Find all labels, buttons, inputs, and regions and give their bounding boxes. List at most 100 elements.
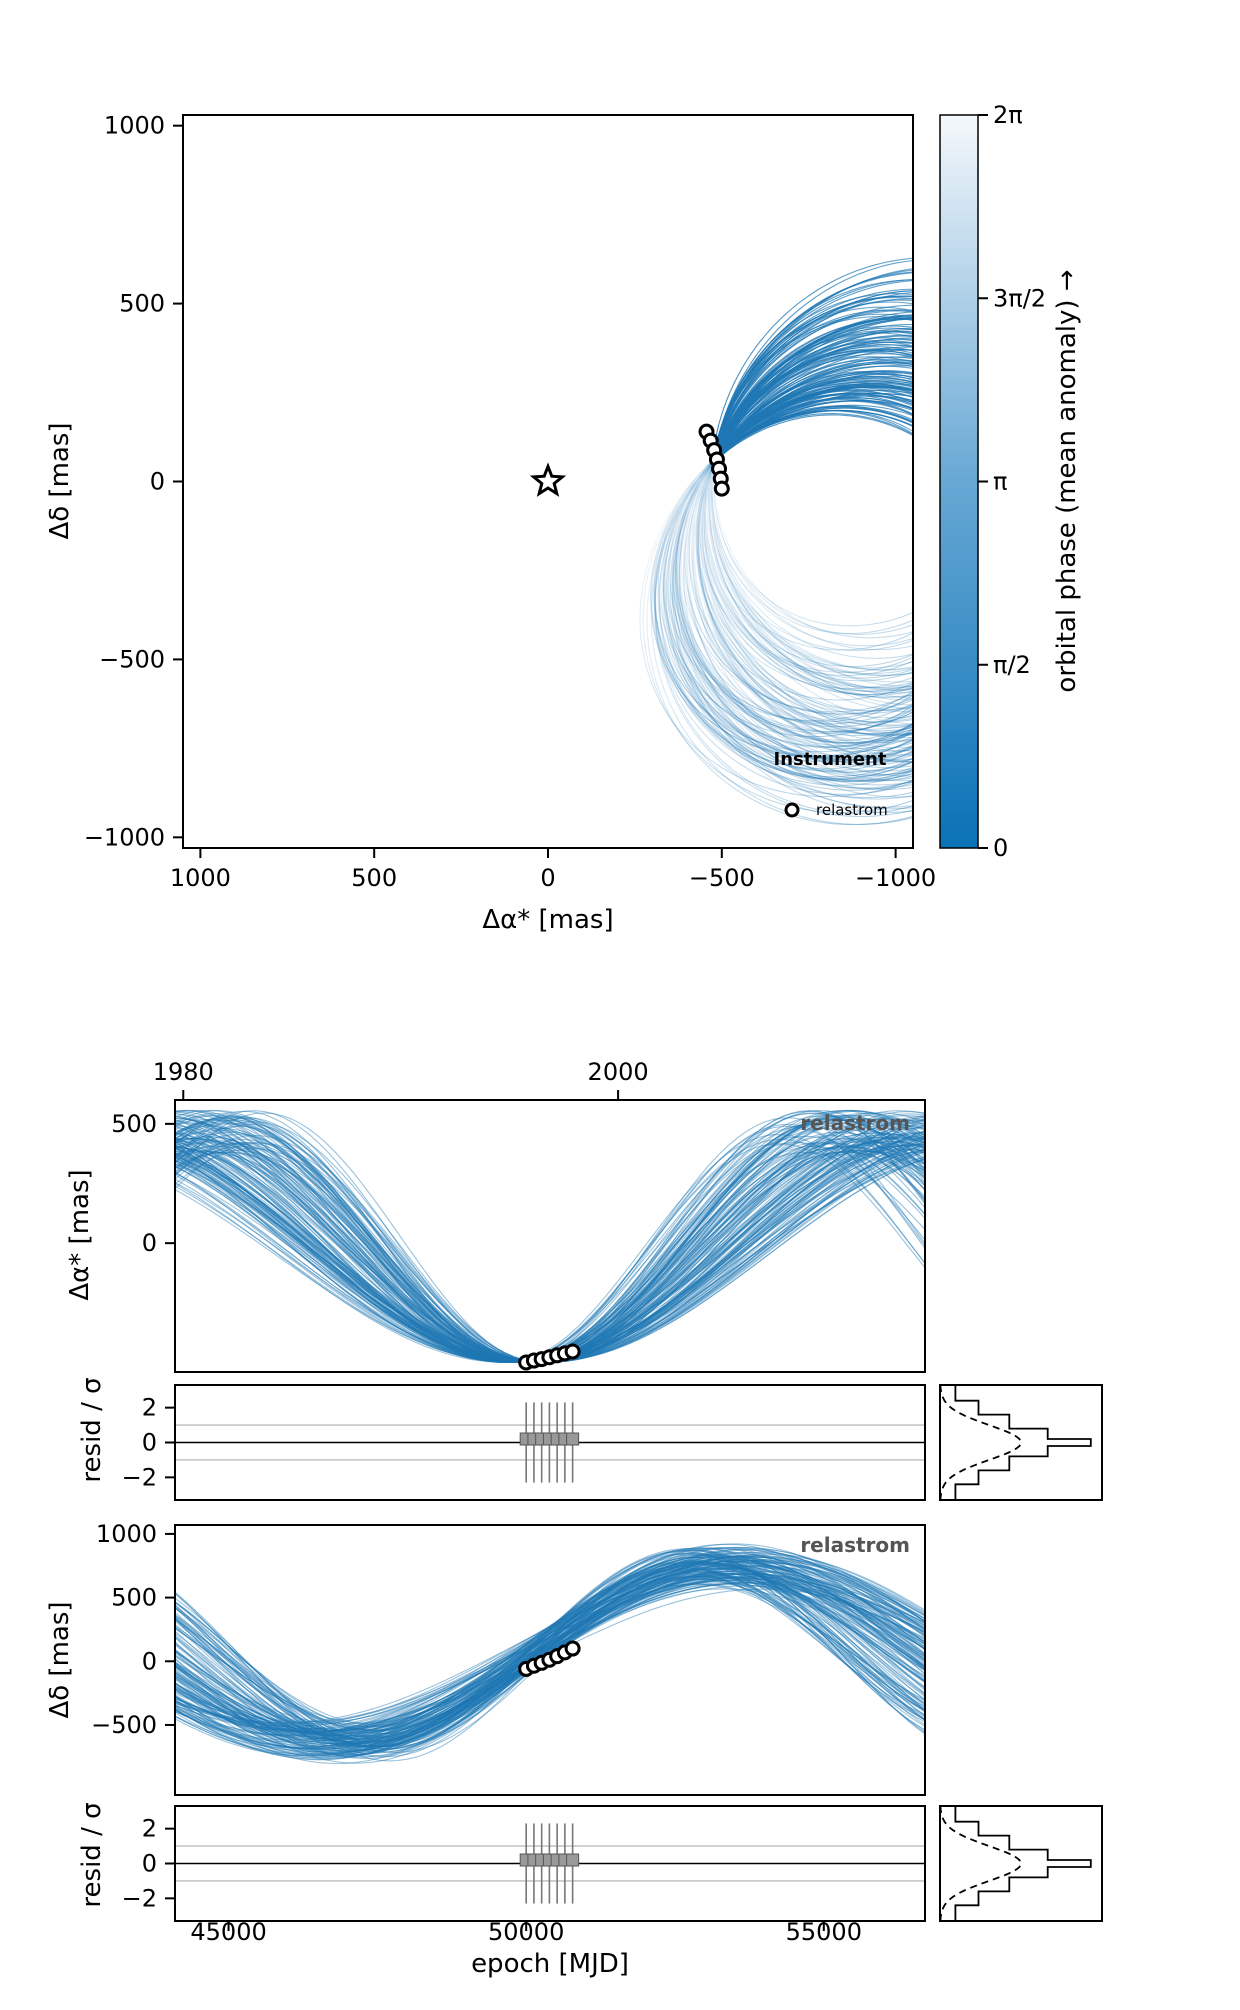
orbit-segment	[706, 604, 719, 632]
orbit-segment	[677, 485, 695, 515]
orbit-segment	[774, 767, 804, 778]
orbit-segment	[665, 608, 673, 635]
orbit-segment	[690, 655, 706, 682]
orbit-segment	[1005, 683, 1025, 709]
orbit-segment	[795, 723, 823, 733]
orbit-segment	[786, 673, 812, 686]
orbit-segment	[713, 541, 724, 567]
orbit-segment	[805, 729, 834, 733]
orbit-segment	[678, 481, 696, 508]
orbit-segment	[878, 733, 910, 737]
orbit-segment	[725, 676, 747, 697]
orbit-segment	[858, 272, 891, 284]
orbit-segment	[757, 728, 785, 747]
orbit-segment	[826, 722, 856, 730]
orbit-segment	[721, 719, 745, 742]
orbit-segment	[1023, 561, 1037, 587]
orbit-segment	[1000, 375, 1024, 394]
orbit-segment	[1019, 740, 1047, 761]
orbit-segment	[904, 293, 913, 296]
orbit-segment	[698, 490, 705, 523]
orbit-segment	[738, 578, 756, 597]
orbit-segment	[835, 822, 870, 825]
orbit-segment	[1001, 526, 1006, 552]
orbit-segment	[658, 606, 664, 639]
orbit-segment	[884, 705, 913, 711]
orbit-segment	[855, 739, 886, 743]
orbit-segment	[749, 761, 778, 777]
orbit-segment	[1013, 609, 1027, 633]
orbit-segment	[1014, 383, 1028, 406]
orbit-segment	[912, 757, 913, 759]
orbit-segment	[837, 758, 868, 761]
orbit-segment	[1042, 528, 1044, 556]
orbit-segment	[723, 711, 747, 737]
orbit-segment	[869, 783, 902, 790]
orbit-segment	[978, 385, 997, 403]
orbit-segment	[680, 628, 692, 657]
orbit-segment	[731, 701, 755, 716]
orbit-segment	[651, 558, 658, 587]
orbit-segment	[872, 686, 904, 689]
orbit-segment	[881, 402, 911, 410]
orbit-segment	[842, 344, 872, 350]
orbit-segment	[991, 685, 1022, 698]
orbit-segment	[685, 740, 708, 767]
orbit-segment	[1085, 428, 1102, 458]
orbit-segment	[672, 533, 679, 561]
orbit-segment	[658, 549, 663, 576]
orbit-segment	[1131, 500, 1132, 534]
orbit-segment	[1023, 405, 1043, 428]
orbit-segment	[676, 508, 687, 536]
orbit-segment	[981, 399, 1008, 417]
orbit-segment	[683, 691, 703, 717]
orbit-segment	[807, 731, 838, 744]
orbit-segment	[1096, 375, 1104, 405]
orbit-segment	[997, 739, 1023, 760]
orbit-segment	[1028, 475, 1033, 501]
orbit-segment	[681, 624, 694, 653]
orbit-segment	[691, 643, 706, 669]
orbit-segment	[1090, 513, 1093, 544]
orbit-segment	[896, 301, 913, 305]
orbit-segment	[646, 615, 650, 649]
orbit-segment	[739, 662, 761, 686]
orbit-segment	[839, 715, 866, 722]
orbit-segment	[813, 661, 841, 674]
orbit-segment	[990, 612, 1014, 632]
orbit-segment	[853, 689, 882, 693]
orbit-segment	[697, 491, 704, 526]
orbit-segment	[880, 727, 910, 735]
orbit-segment	[1022, 737, 1048, 761]
orbit-segment	[892, 288, 913, 292]
orbit-segment	[834, 778, 866, 783]
orbit-segment	[674, 540, 680, 571]
orbit-segment	[889, 702, 913, 714]
orbit-segment	[718, 683, 739, 703]
orbit-segment	[1037, 534, 1047, 561]
orbit-segment	[733, 697, 757, 716]
orbit-segment	[1021, 442, 1040, 466]
orbit-segment	[719, 628, 737, 659]
orbit-segment	[1019, 342, 1046, 361]
orbit-segment	[900, 391, 913, 394]
orbit-segment	[745, 734, 772, 749]
orbit-segment	[756, 599, 776, 617]
orbit-segment	[705, 488, 709, 518]
orbit-segment	[881, 687, 910, 692]
orbit-segment	[1020, 500, 1030, 527]
orbit-segment	[687, 652, 703, 684]
orbit-segment	[688, 560, 692, 596]
orbit-segment	[690, 490, 701, 523]
orbit-segment	[718, 541, 730, 567]
orbit-segment	[695, 683, 714, 709]
orbit-segment	[667, 658, 682, 683]
orbit-segment	[744, 607, 765, 632]
orbit-segment	[672, 511, 683, 541]
orbit-segment	[911, 768, 913, 770]
orbit-segment	[858, 809, 893, 813]
orbit-segment	[849, 344, 880, 350]
orbit-segment	[702, 525, 706, 560]
orbit-segment	[727, 651, 747, 669]
